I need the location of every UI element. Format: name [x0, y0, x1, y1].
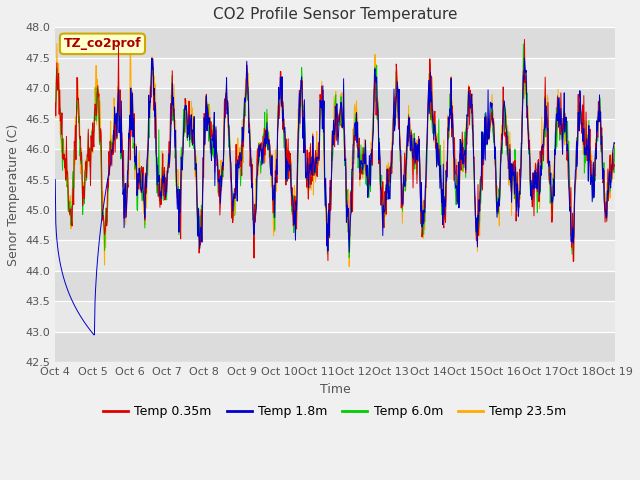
- Bar: [55, 240, 614, 271]
- Title: CO2 Profile Sensor Temperature: CO2 Profile Sensor Temperature: [212, 7, 457, 22]
- Legend: Temp 0.35m, Temp 1.8m, Temp 6.0m, Temp 23.5m: Temp 0.35m, Temp 1.8m, Temp 6.0m, Temp 2…: [98, 400, 572, 423]
- Bar: [55, 27, 614, 58]
- Bar: [55, 149, 614, 180]
- Bar: [55, 180, 614, 210]
- Y-axis label: Senor Temperature (C): Senor Temperature (C): [7, 124, 20, 266]
- Bar: [55, 332, 614, 362]
- Bar: [55, 210, 614, 240]
- Bar: [55, 271, 614, 301]
- Bar: [55, 88, 614, 119]
- Text: TZ_co2prof: TZ_co2prof: [63, 37, 141, 50]
- X-axis label: Time: Time: [319, 383, 350, 396]
- Bar: [55, 58, 614, 88]
- Bar: [55, 119, 614, 149]
- Bar: [55, 301, 614, 332]
